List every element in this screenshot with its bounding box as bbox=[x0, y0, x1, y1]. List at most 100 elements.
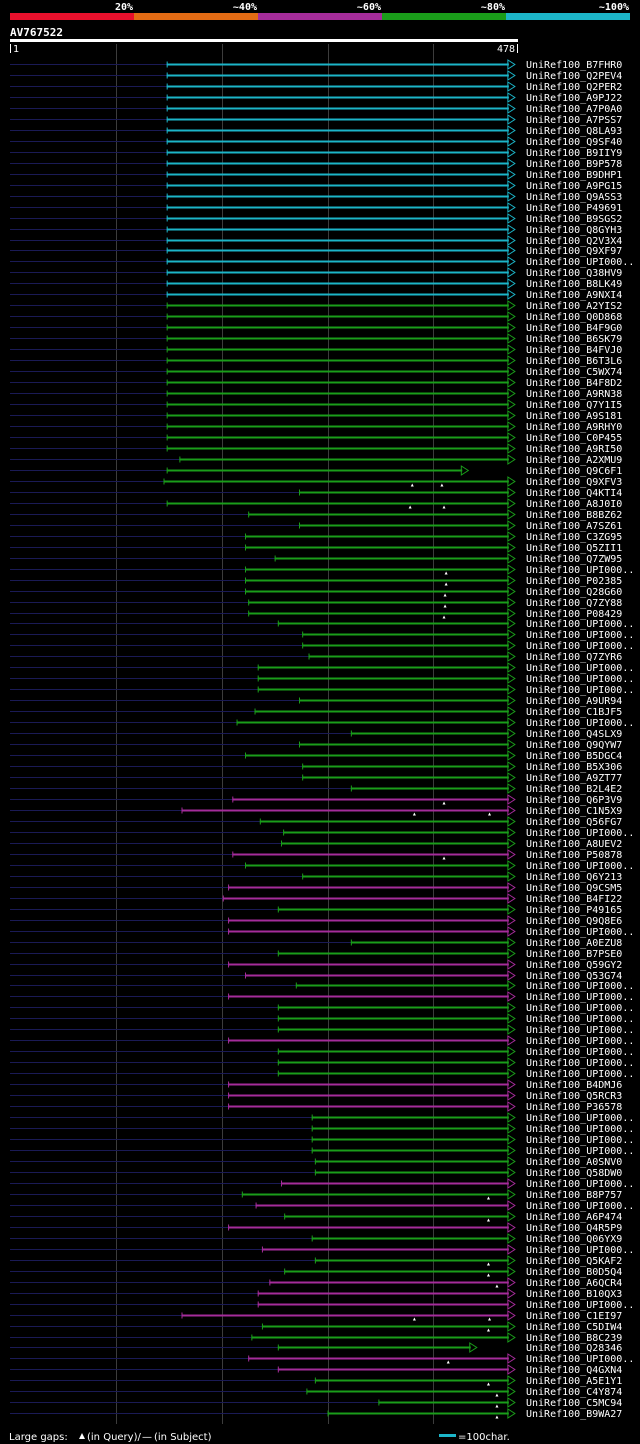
alignment-row[interactable]: UniRef100_C3ZG95 bbox=[10, 531, 622, 543]
alignment-row[interactable]: UniRef100_B4FI22 bbox=[10, 893, 622, 905]
alignment-row[interactable]: UniRef100_UPI000.. bbox=[10, 1200, 634, 1212]
alignment-row[interactable]: UniRef100_Q8LA93 bbox=[10, 125, 622, 137]
alignment-row[interactable]: UniRef100_Q6P3V9 bbox=[10, 794, 622, 806]
alignment-row[interactable]: UniRef100_Q4SLX9 bbox=[10, 728, 622, 740]
alignment-row[interactable]: UniRef100_UPI000.. bbox=[10, 991, 634, 1003]
hit-label[interactable]: UniRef100_UPI000.. bbox=[526, 828, 634, 839]
alignment-row[interactable]: UniRef100_P50878 bbox=[10, 849, 622, 861]
alignment-row[interactable]: UniRef100_Q58DW0 bbox=[10, 1167, 622, 1179]
alignment-row[interactable]: UniRef100_UPI000.. bbox=[10, 1112, 634, 1124]
hit-label[interactable]: UniRef100_Q58DW0 bbox=[526, 1168, 622, 1179]
alignment-row[interactable]: UniRef100_UPI000.. bbox=[10, 1178, 634, 1190]
hit-label[interactable]: UniRef100_Q4R5P9 bbox=[526, 1223, 622, 1234]
hit-label[interactable]: UniRef100_A9UR94 bbox=[526, 696, 622, 707]
hit-label[interactable]: UniRef100_C3ZG95 bbox=[526, 532, 622, 543]
hit-label[interactable]: UniRef100_Q5RCR3 bbox=[526, 1091, 622, 1102]
alignment-row[interactable]: UniRef100_A7SZ61 bbox=[10, 520, 622, 532]
hit-label[interactable]: UniRef100_Q0D868 bbox=[526, 312, 622, 323]
hit-label[interactable]: UniRef100_A9ZT77 bbox=[526, 773, 622, 784]
alignment-row[interactable]: UniRef100_B9WA27 bbox=[10, 1408, 622, 1420]
hit-label[interactable]: UniRef100_B8LK49 bbox=[526, 279, 622, 290]
alignment-row[interactable]: UniRef100_A0SNV0 bbox=[10, 1156, 622, 1168]
hit-label[interactable]: UniRef100_A7PSS7 bbox=[526, 115, 622, 126]
alignment-row[interactable]: UniRef100_Q9XF97 bbox=[10, 245, 622, 257]
hit-label[interactable]: UniRef100_Q7ZW95 bbox=[526, 554, 622, 565]
alignment-row[interactable]: UniRef100_UPI000.. bbox=[10, 1035, 634, 1047]
alignment-row[interactable]: UniRef100_C1BJF5 bbox=[10, 706, 622, 718]
alignment-row[interactable]: UniRef100_B9SGS2 bbox=[10, 213, 622, 225]
hit-label[interactable]: UniRef100_A2YIS2 bbox=[526, 301, 622, 312]
alignment-row[interactable]: UniRef100_B8BZ62 bbox=[10, 509, 622, 521]
alignment-row[interactable]: UniRef100_UPI000.. bbox=[10, 640, 634, 652]
alignment-row[interactable]: UniRef100_A9RI50 bbox=[10, 443, 622, 455]
hit-label[interactable]: UniRef100_B9WA27 bbox=[526, 1409, 622, 1420]
hit-label[interactable]: UniRef100_B8C239 bbox=[526, 1333, 622, 1344]
alignment-row[interactable]: UniRef100_B9DHP1 bbox=[10, 169, 622, 181]
hit-label[interactable]: UniRef100_Q6Y213 bbox=[526, 872, 622, 883]
hit-label[interactable]: UniRef100_UPI000.. bbox=[526, 1113, 634, 1124]
hit-label[interactable]: UniRef100_UPI000.. bbox=[526, 981, 634, 992]
alignment-row[interactable]: UniRef100_A9S181 bbox=[10, 410, 622, 422]
alignment-row[interactable]: UniRef100_UPI000.. bbox=[10, 684, 634, 696]
alignment-row[interactable]: UniRef100_Q4R5P9 bbox=[10, 1222, 622, 1234]
hit-label[interactable]: UniRef100_B0D5Q4 bbox=[526, 1267, 622, 1278]
alignment-row[interactable]: UniRef100_A9PJ22 bbox=[10, 92, 622, 104]
alignment-row[interactable]: UniRef100_A9UR94 bbox=[10, 695, 622, 707]
alignment-row[interactable]: UniRef100_Q38HV9 bbox=[10, 267, 622, 279]
alignment-row[interactable]: UniRef100_UPI000.. bbox=[10, 860, 634, 872]
alignment-row[interactable]: UniRef100_UPI000.. bbox=[10, 827, 634, 839]
alignment-row[interactable]: UniRef100_Q9C6F1 bbox=[10, 465, 622, 477]
hit-label[interactable]: UniRef100_Q38HV9 bbox=[526, 268, 622, 279]
hit-label[interactable]: UniRef100_UPI000.. bbox=[526, 641, 634, 652]
hit-label[interactable]: UniRef100_A9RHY0 bbox=[526, 422, 622, 433]
hit-label[interactable]: UniRef100_UPI000.. bbox=[526, 630, 634, 641]
alignment-row[interactable]: UniRef100_Q5RCR3 bbox=[10, 1090, 622, 1102]
hit-label[interactable]: UniRef100_C5WX74 bbox=[526, 367, 622, 378]
alignment-row[interactable]: UniRef100_A9PG15 bbox=[10, 180, 622, 192]
hit-label[interactable]: UniRef100_C0P455 bbox=[526, 433, 622, 444]
hit-label[interactable]: UniRef100_UPI000.. bbox=[526, 257, 634, 268]
hit-label[interactable]: UniRef100_UPI000.. bbox=[526, 1179, 634, 1190]
alignment-row[interactable]: UniRef100_Q0D868 bbox=[10, 311, 622, 323]
alignment-row[interactable]: UniRef100_P49691 bbox=[10, 202, 622, 214]
alignment-row[interactable]: UniRef100_B10QX3 bbox=[10, 1288, 622, 1300]
hit-label[interactable]: UniRef100_A2XMU9 bbox=[526, 455, 622, 466]
hit-label[interactable]: UniRef100_UPI000.. bbox=[526, 674, 634, 685]
hit-label[interactable]: UniRef100_UPI000.. bbox=[526, 1300, 634, 1311]
alignment-row[interactable]: UniRef100_A7P0A0 bbox=[10, 103, 622, 115]
hit-label[interactable]: UniRef100_P08429 bbox=[526, 609, 622, 620]
hit-label[interactable]: UniRef100_B9P578 bbox=[526, 159, 622, 170]
hit-label[interactable]: UniRef100_B7FHR0 bbox=[526, 60, 622, 71]
hit-label[interactable]: UniRef100_A6P474 bbox=[526, 1212, 622, 1223]
hit-label[interactable]: UniRef100_P49691 bbox=[526, 203, 622, 214]
alignment-row[interactable]: UniRef100_UPI000.. bbox=[10, 564, 634, 576]
alignment-row[interactable]: UniRef100_UPI000.. bbox=[10, 1057, 634, 1069]
hit-label[interactable]: UniRef100_UPI000.. bbox=[526, 1135, 634, 1146]
alignment-row[interactable]: UniRef100_B7FHR0 bbox=[10, 59, 622, 71]
hit-label[interactable]: UniRef100_A6QCR4 bbox=[526, 1278, 622, 1289]
hit-label[interactable]: UniRef100_Q9QYW7 bbox=[526, 740, 622, 751]
alignment-row[interactable]: UniRef100_B4F8D2 bbox=[10, 377, 622, 389]
alignment-row[interactable]: UniRef100_Q4GXN4 bbox=[10, 1364, 622, 1376]
alignment-row[interactable]: UniRef100_B9P578 bbox=[10, 158, 622, 170]
hit-label[interactable]: UniRef100_A9S181 bbox=[526, 411, 622, 422]
alignment-row[interactable]: UniRef100_C1N5X9 bbox=[10, 805, 622, 817]
hit-label[interactable]: UniRef100_B8P757 bbox=[526, 1190, 622, 1201]
alignment-row[interactable]: UniRef100_UPI000.. bbox=[10, 1123, 634, 1135]
hit-label[interactable]: UniRef100_Q28346 bbox=[526, 1343, 622, 1354]
hit-label[interactable]: UniRef100_A9PJ22 bbox=[526, 93, 622, 104]
alignment-row[interactable]: UniRef100_B9IIY9 bbox=[10, 147, 622, 159]
alignment-row[interactable]: UniRef100_A9NXI4 bbox=[10, 289, 622, 301]
alignment-row[interactable]: UniRef100_Q53G74 bbox=[10, 970, 622, 982]
hit-label[interactable]: UniRef100_A0SNV0 bbox=[526, 1157, 622, 1168]
hit-label[interactable]: UniRef100_UPI000.. bbox=[526, 1354, 634, 1365]
hit-label[interactable]: UniRef100_B8BZ62 bbox=[526, 510, 622, 521]
hit-label[interactable]: UniRef100_UPI000.. bbox=[526, 1047, 634, 1058]
alignment-row[interactable]: UniRef100_Q2V3X4 bbox=[10, 235, 622, 247]
hit-label[interactable]: UniRef100_Q2PER2 bbox=[526, 82, 622, 93]
hit-label[interactable]: UniRef100_A9PG15 bbox=[526, 181, 622, 192]
hit-label[interactable]: UniRef100_B9SGS2 bbox=[526, 214, 622, 225]
hit-label[interactable]: UniRef100_Q2V3X4 bbox=[526, 236, 622, 247]
alignment-row[interactable]: UniRef100_Q06YX9 bbox=[10, 1233, 622, 1245]
hit-label[interactable]: UniRef100_UPI000.. bbox=[526, 1025, 634, 1036]
